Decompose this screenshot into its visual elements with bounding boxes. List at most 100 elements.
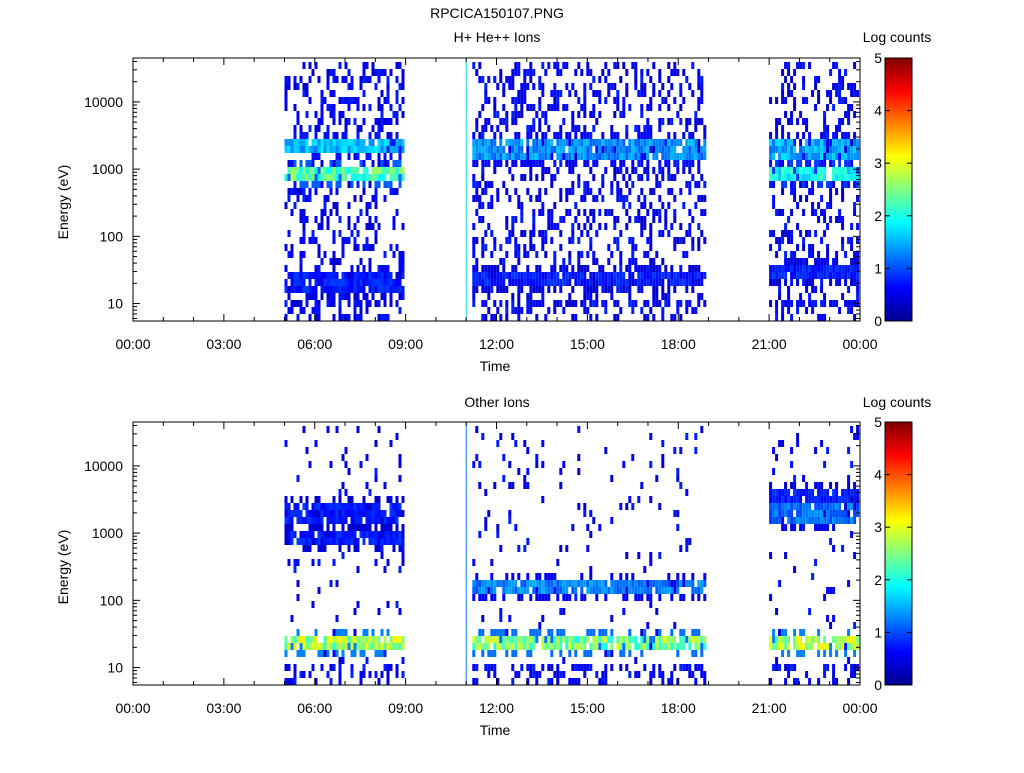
heatmap-cell (326, 426, 330, 433)
heatmap-cell (856, 433, 860, 440)
heatmap-cell (296, 503, 300, 510)
heatmap-cell (784, 643, 788, 650)
heatmap-cell (296, 538, 300, 545)
heatmap-cell (493, 587, 497, 594)
heatmap-cell (481, 300, 485, 307)
heatmap-cell (817, 503, 821, 510)
heatmap-cell (541, 279, 545, 286)
heatmap-cell (541, 664, 545, 671)
heatmap-cell (661, 258, 665, 265)
heatmap-cell (317, 587, 321, 594)
heatmap-cell (691, 174, 695, 181)
heatmap-cell (775, 503, 779, 510)
heatmap-cell (643, 580, 647, 587)
heatmap-cell (368, 524, 372, 531)
heatmap-cell (586, 636, 590, 643)
heatmap-cell (362, 104, 366, 111)
heatmap-cell (299, 496, 303, 503)
heatmap-cell (694, 139, 698, 146)
heatmap-cell (652, 153, 656, 160)
heatmap-cell (658, 503, 662, 510)
heatmap-cell (826, 90, 830, 97)
heatmap-cell (856, 426, 860, 433)
heatmap-cell (293, 643, 297, 650)
heatmap-cell (796, 174, 800, 181)
heatmap-cell (568, 188, 572, 195)
heatmap-cell (664, 636, 668, 643)
heatmap-cell (490, 587, 494, 594)
heatmap-cell (775, 209, 779, 216)
colorbar-tick-label: 5 (874, 50, 882, 66)
heatmap-cell (529, 244, 533, 251)
heatmap-cell (586, 664, 590, 671)
heatmap-cell (365, 293, 369, 300)
heatmap-cell (787, 636, 791, 643)
heatmap-cell (338, 496, 342, 503)
heatmap-cell (535, 146, 539, 153)
heatmap-cell (359, 272, 363, 279)
heatmap-cell (823, 139, 827, 146)
heatmap-cell (326, 643, 330, 650)
heatmap-cell (793, 83, 797, 90)
heatmap-cell (344, 510, 348, 517)
heatmap-cell (697, 265, 701, 272)
heatmap-cell (293, 202, 297, 209)
heatmap-cell (398, 461, 402, 468)
heatmap-cell (481, 76, 485, 83)
heatmap-cell (508, 153, 512, 160)
heatmap-cell (580, 587, 584, 594)
heatmap-cell (694, 118, 698, 125)
heatmap-cell (347, 146, 351, 153)
heatmap-cell (664, 265, 668, 272)
heatmap-cell (589, 132, 593, 139)
heatmap-cell (344, 279, 348, 286)
heatmap-cell (517, 62, 521, 69)
heatmap-cell (571, 111, 575, 118)
heatmap-cell (826, 258, 830, 265)
heatmap-cell (793, 629, 797, 636)
heatmap-cell (646, 132, 650, 139)
heatmap-cell (496, 286, 500, 293)
heatmap-cell (487, 265, 491, 272)
heatmap-cell (296, 167, 300, 174)
heatmap-cell (550, 629, 554, 636)
colorbar-tick-label: 2 (874, 208, 882, 224)
heatmap-cell (559, 468, 563, 475)
heatmap-cell (832, 671, 836, 678)
heatmap-cell (514, 216, 518, 223)
heatmap-cell (517, 468, 521, 475)
heatmap-cell (832, 167, 836, 174)
heatmap-cell (553, 258, 557, 265)
heatmap-cell (667, 202, 671, 209)
heatmap-cell (574, 664, 578, 671)
heatmap-cell (526, 104, 530, 111)
heatmap-cell (493, 643, 497, 650)
heatmap-cell (287, 251, 291, 258)
heatmap-cell (353, 174, 357, 181)
heatmap-cell (368, 286, 372, 293)
heatmap-cell (398, 307, 402, 314)
heatmap-cell (634, 300, 638, 307)
heatmap-cell (329, 104, 333, 111)
heatmap-cell (481, 265, 485, 272)
heatmap-cell (622, 174, 626, 181)
heatmap-cell (356, 272, 360, 279)
heatmap-cell (550, 643, 554, 650)
heatmap-cell (505, 139, 509, 146)
heatmap-cell (844, 503, 848, 510)
heatmap-cell (490, 580, 494, 587)
heatmap-cell (386, 678, 390, 685)
heatmap-cell (490, 559, 494, 566)
heatmap-cell (493, 272, 497, 279)
heatmap-cell (664, 300, 668, 307)
heatmap-cell (793, 482, 797, 489)
heatmap-cell (332, 118, 336, 125)
heatmap-cell (799, 181, 803, 188)
heatmap-cell (853, 279, 857, 286)
heatmap-cell (601, 671, 605, 678)
heatmap-cell (658, 552, 662, 559)
heatmap-cell (538, 188, 542, 195)
heatmap-cell (769, 496, 773, 503)
heatmap-cell (308, 97, 312, 104)
heatmap-cell (604, 594, 608, 601)
